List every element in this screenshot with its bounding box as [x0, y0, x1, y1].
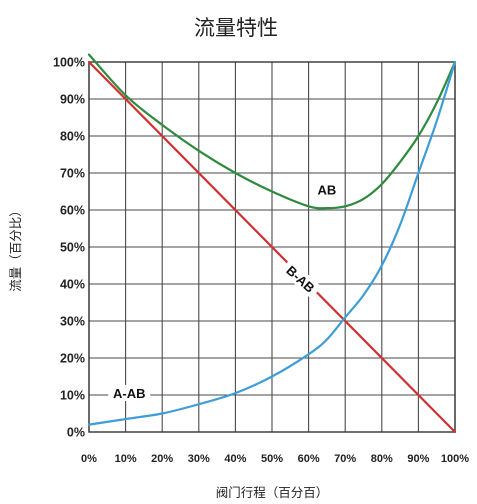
y-tick-label: 10%	[60, 389, 85, 403]
y-tick-label: 30%	[60, 315, 85, 329]
y-tick-label: 0%	[67, 426, 85, 440]
chart-title: 流量特性	[194, 16, 278, 40]
y-tick-label: 60%	[60, 204, 85, 218]
curve-label: A-AB	[108, 385, 151, 401]
grid	[88, 61, 456, 433]
x-axis-label: 阀门行程（百分百）	[216, 485, 329, 500]
x-tick-label: 0%	[81, 453, 97, 465]
x-axis-ticks: 0% 10% 20% 30% 40% 50% 60% 70% 80% 90% 100%	[81, 453, 469, 465]
curve-label-text: AB	[318, 183, 337, 198]
x-tick-label: 30%	[188, 453, 210, 465]
y-tick-label: 100%	[53, 56, 85, 70]
y-tick-label: 70%	[60, 167, 85, 181]
x-tick-label: 50%	[261, 453, 283, 465]
x-tick-label: 20%	[151, 453, 173, 465]
curve-label-bg	[279, 258, 322, 299]
x-tick-label: 60%	[298, 453, 320, 465]
curve-label: B-AB	[279, 258, 322, 299]
y-tick-label: 20%	[60, 352, 85, 366]
x-tick-label: 40%	[224, 453, 246, 465]
x-tick-label: 90%	[407, 453, 429, 465]
y-tick-label: 80%	[60, 130, 85, 144]
x-tick-label: 100%	[441, 453, 469, 465]
plot-frame	[88, 61, 456, 433]
x-tick-label: 80%	[371, 453, 393, 465]
curve-labels: AB B-AB A-AB	[108, 181, 339, 401]
series-line-b-ab	[87, 60, 457, 434]
series-line-a-ab	[87, 60, 457, 426]
series-line-ab	[87, 53, 457, 210]
y-axis-label: 流量（百分比）	[8, 204, 23, 292]
y-tick-label: 50%	[60, 241, 85, 255]
series-lines	[87, 53, 457, 434]
curve-label-bg	[108, 385, 151, 401]
y-tick-label: 90%	[60, 93, 85, 107]
x-tick-label: 10%	[115, 453, 137, 465]
curve-label: AB	[314, 181, 339, 198]
curve-label-bg	[314, 181, 339, 198]
x-tick-label: 70%	[334, 453, 356, 465]
y-axis-ticks: 0% 10% 20% 30% 40% 50% 60% 70% 80% 90% 100%	[53, 56, 85, 440]
y-tick-label: 40%	[60, 278, 85, 292]
curve-label-text: A-AB	[113, 386, 146, 401]
